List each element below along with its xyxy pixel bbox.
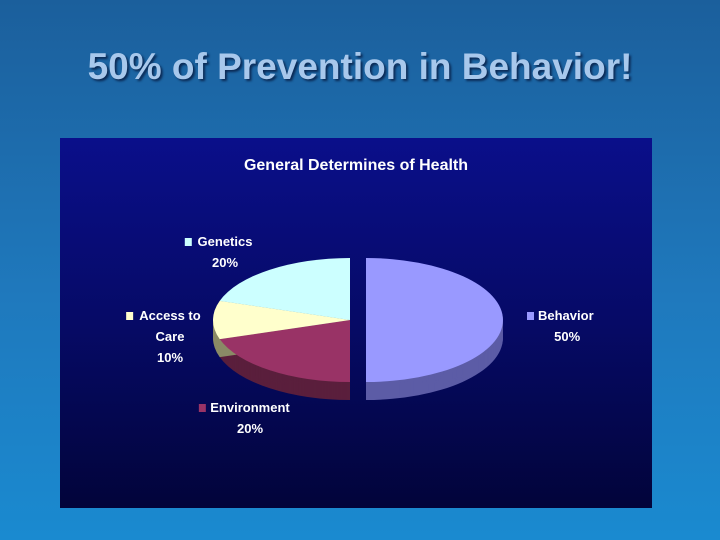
data-label-genetics: Genetics 20% [184,234,253,270]
pie-slice-environment [219,320,350,382]
legend-swatch [126,312,134,320]
pie-slice-behavior [366,258,503,382]
pie-slice-access-to-care [213,300,350,340]
slide-title: 50% of Prevention in Behavior! [87,46,633,87]
data-label-environment: Environment 20% [198,400,290,436]
pie-slice-genetics [219,258,350,320]
legend-swatch [527,312,534,320]
slice-label: Behavior [538,308,594,323]
data-label-access-to-care: Access to Care 10% [126,308,201,365]
slice-value-label: 20% [212,255,238,270]
slice-label: Environment [210,400,290,415]
legend-swatch [198,404,206,412]
legend-swatch [184,238,192,246]
chart-area: General Determines of Health Behavior 50%… [60,138,652,508]
slice-label: Genetics [198,234,253,249]
chart-title: General Determines of Health [244,157,468,174]
slice-value-label: 20% [237,421,263,436]
pie-chart: General Determines of Health Behavior 50%… [126,157,594,436]
slice-value-label: 50% [554,329,580,344]
data-label-behavior: Behavior 50% [527,308,594,344]
slice-label: Care [156,329,185,344]
slice-value-label: 10% [157,350,183,365]
slice-label: Access to [139,308,200,323]
